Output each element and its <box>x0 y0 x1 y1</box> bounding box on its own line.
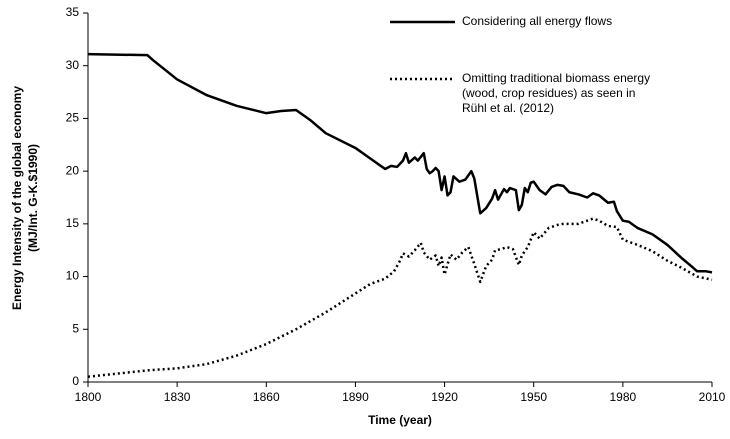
x-tick-label: 1830 <box>164 390 191 404</box>
y-tick-label: 20 <box>66 163 80 177</box>
x-tick-label: 1920 <box>431 390 458 404</box>
y-tick-label: 30 <box>66 58 80 72</box>
y-tick-label: 5 <box>72 321 79 335</box>
legend-label: Considering all energy flows <box>462 14 613 28</box>
series-line <box>87 217 713 378</box>
x-tick-label: 1980 <box>610 390 637 404</box>
y-tick-label: 25 <box>66 111 80 125</box>
legend-label: Omitting traditional biomass energy (woo… <box>462 71 651 115</box>
x-tick-label: 2010 <box>699 390 726 404</box>
x-tick-label: 1950 <box>520 390 547 404</box>
x-tick-label: 1860 <box>253 390 280 404</box>
y-tick-label: 15 <box>66 216 80 230</box>
y-tick-label: 0 <box>72 374 79 388</box>
y-tick-label: 35 <box>66 5 80 19</box>
x-tick-label: 1890 <box>342 390 369 404</box>
x-tick-label: 1800 <box>75 390 102 404</box>
series-line <box>87 52 713 274</box>
x-axis-title: Time (year) <box>368 413 432 427</box>
y-axis-title: (MJ/Int. G-K.$1990) <box>26 144 40 252</box>
y-axis-title: Energy Intensity of the global economy <box>10 86 24 310</box>
y-tick-label: 10 <box>66 269 80 283</box>
